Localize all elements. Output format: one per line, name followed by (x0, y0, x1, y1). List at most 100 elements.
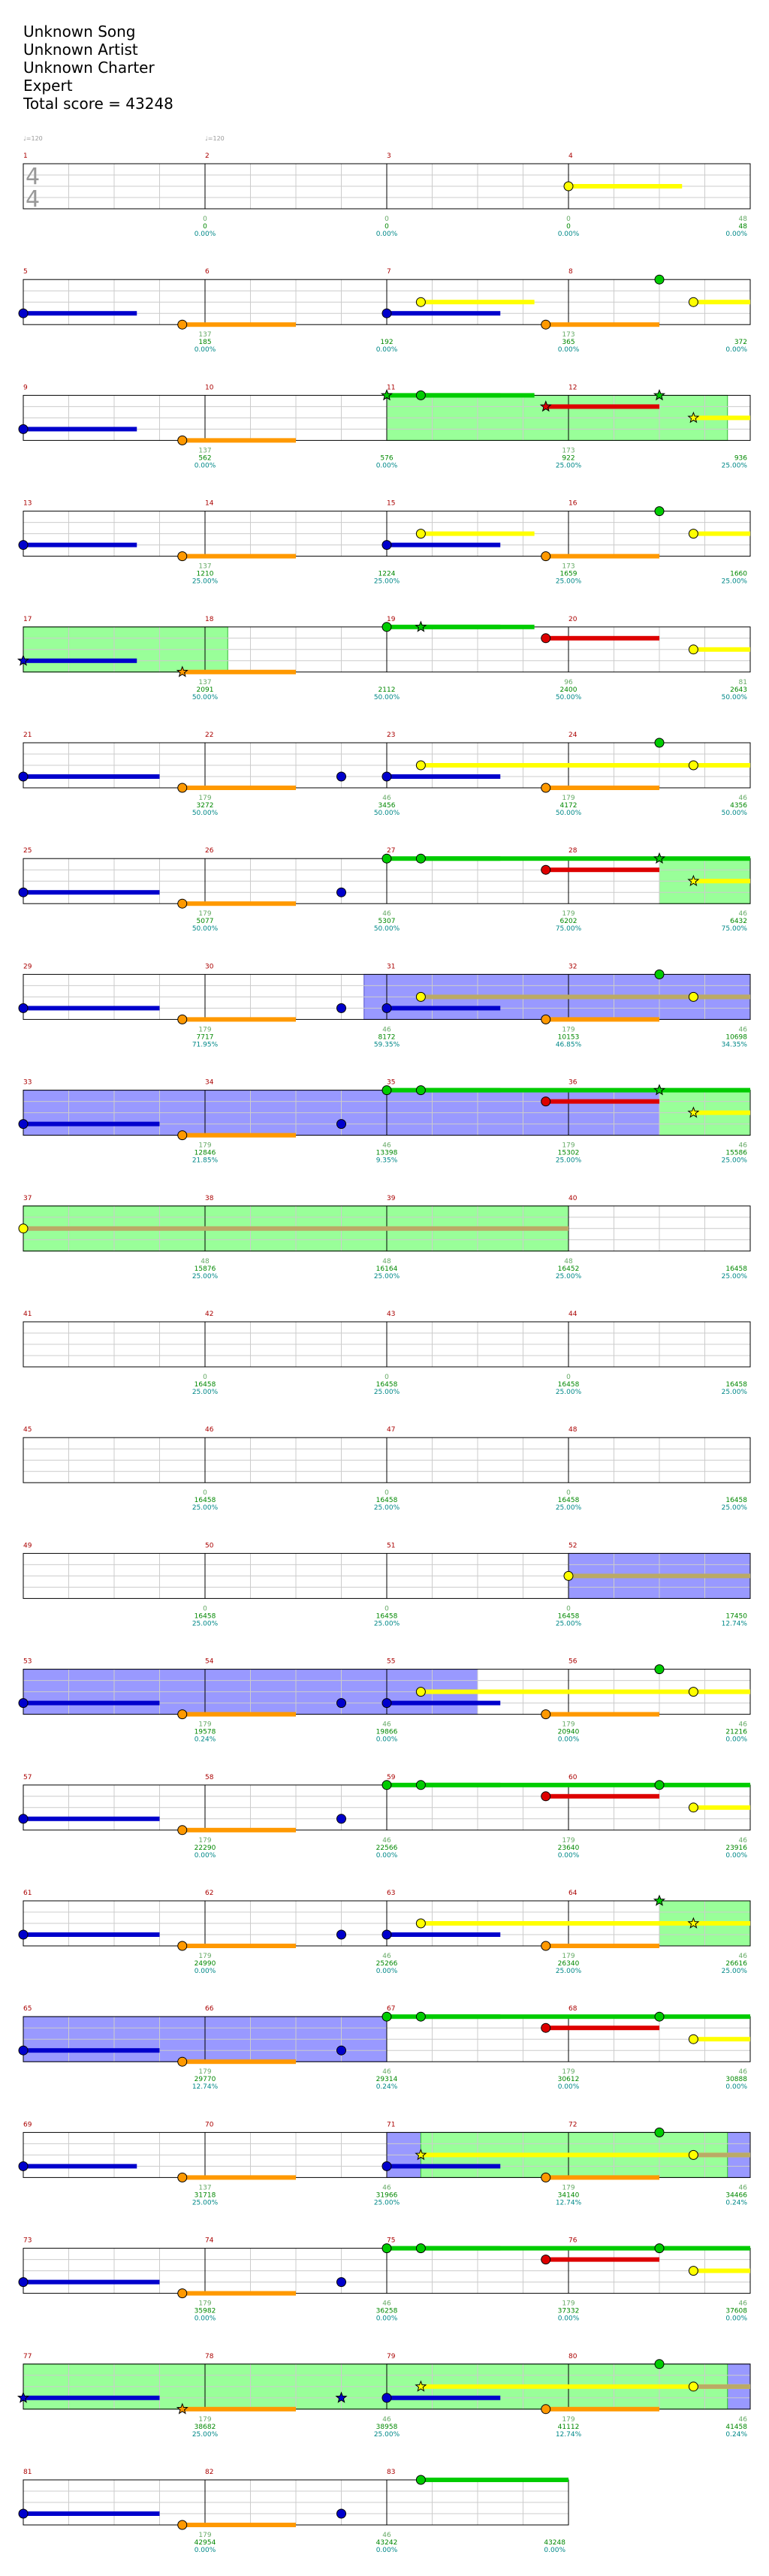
note-head (381, 2011, 392, 2022)
measure-score: 192 (380, 339, 393, 346)
measure-ratio: 0 (384, 1605, 389, 1612)
measure-score: 15876 (195, 1265, 216, 1273)
note-head (381, 2393, 392, 2403)
measure-ratio: 46 (382, 1721, 391, 1729)
measure-number: 6 (205, 268, 210, 276)
measure-ratio: 179 (562, 1837, 574, 1845)
note-head (336, 1929, 346, 1940)
row-end-score: 936 (734, 454, 747, 462)
measure-score: 16458 (376, 1497, 398, 1504)
note-head (688, 2381, 698, 2392)
row-end-percent: 75.00% (722, 925, 748, 933)
sustain-tail (693, 879, 750, 884)
measure-percent: 0.00% (195, 462, 216, 469)
sustain-tail (387, 2164, 501, 2169)
measure-ratio: 0 (566, 1489, 571, 1497)
measure-number: 51 (387, 1542, 395, 1549)
measure-number: 74 (205, 2237, 214, 2245)
sustain-tail (421, 763, 750, 768)
measure-ratio: 0 (566, 216, 571, 223)
measure-number: 73 (23, 2237, 32, 2245)
measure-number: 48 (568, 1426, 578, 1434)
measure-ratio: 179 (198, 2416, 211, 2424)
measure-score: 12846 (195, 1150, 216, 1157)
measure-number: 14 (205, 500, 214, 508)
measure-percent: 50.00% (374, 810, 400, 817)
sustain-tail (182, 2523, 296, 2527)
measure-number: 56 (568, 1658, 578, 1666)
sustain-tail (693, 531, 750, 536)
sustain-tail (387, 311, 501, 316)
note-head (541, 551, 551, 562)
sustain-tail (182, 669, 296, 674)
note-head (336, 1814, 346, 1824)
row-end-score: 43248 (544, 2539, 565, 2547)
measure-number: 10 (205, 384, 214, 391)
measure-score: 922 (562, 454, 574, 462)
row-end-ratio: 46 (739, 1721, 748, 1729)
measure-number: 79 (387, 2353, 396, 2360)
sustain-tail (693, 994, 750, 1000)
measure-score: 16458 (558, 1612, 580, 1620)
measure-ratio: 179 (562, 1953, 574, 1960)
measure-percent: 59.35% (374, 1041, 400, 1048)
measure-percent: 0.00% (376, 1968, 398, 1975)
measure-ratio: 179 (562, 910, 574, 918)
measure-score: 3456 (378, 802, 396, 810)
sustain-tail (545, 635, 659, 641)
measure-percent: 25.00% (374, 1389, 400, 1396)
sustain-tail (182, 554, 296, 559)
sustain-tail (545, 2026, 659, 2031)
note-head (688, 1802, 698, 1813)
sustain-tail (545, 1712, 659, 1717)
measure-percent: 0.00% (376, 1736, 398, 1744)
measure-score: 16452 (558, 1265, 580, 1273)
measure-percent: 0.00% (376, 462, 398, 469)
sustain-tail (182, 901, 296, 906)
measure-percent: 50.00% (192, 694, 219, 701)
sustain-tail (387, 2246, 501, 2251)
measure-percent: 25.00% (192, 1504, 219, 1512)
measure-percent: 25.00% (192, 1620, 219, 1627)
row-end-score: 23916 (725, 1845, 747, 1852)
note-head (654, 2359, 665, 2369)
measure-ratio: 137 (198, 331, 211, 339)
measure-ratio: 0 (384, 216, 389, 223)
sustain-tail (421, 2014, 750, 2019)
total-score: Total score = 43248 (23, 95, 173, 113)
measure-percent: 12.74% (556, 2199, 582, 2206)
measure-score: 38958 (376, 2424, 398, 2431)
note-head (541, 2404, 551, 2415)
row-end-score: 48 (739, 223, 748, 231)
measure-ratio: 0 (203, 1374, 207, 1381)
measure-percent: 25.00% (374, 1620, 400, 1627)
measure-number: 65 (23, 2005, 32, 2013)
sustain-tail (23, 1006, 160, 1011)
row-end-percent: 0.00% (725, 1852, 747, 1860)
row-end-score: 16458 (725, 1497, 747, 1504)
sustain-tail (387, 1087, 501, 1093)
star-note (415, 2148, 427, 2161)
measure-number: 71 (387, 2121, 395, 2128)
note-head (18, 540, 29, 550)
note-head (336, 1119, 346, 1130)
note-head (688, 991, 698, 1002)
measure-percent: 25.00% (192, 578, 219, 586)
measure-number: 25 (23, 847, 32, 855)
measure-number: 2 (205, 152, 210, 160)
sustain-tail (23, 2164, 137, 2169)
row-end-score: 4356 (730, 802, 747, 810)
measure-score: 10153 (558, 1033, 580, 1041)
note-head (381, 2161, 392, 2171)
measure-ratio: 0 (384, 1374, 389, 1381)
note-head (654, 1780, 665, 1790)
sustain-tail (693, 1805, 750, 1810)
measure-number: 41 (23, 1311, 32, 1318)
measure-percent: 0.00% (558, 2315, 580, 2323)
song-charter: Unknown Charter (23, 59, 155, 77)
measure-percent: 25.00% (556, 1389, 582, 1396)
sustain-tail (421, 1689, 750, 1694)
measure-number: 43 (387, 1311, 395, 1318)
row-end-score: 34466 (725, 2191, 747, 2199)
measure-number: 7 (387, 268, 391, 276)
